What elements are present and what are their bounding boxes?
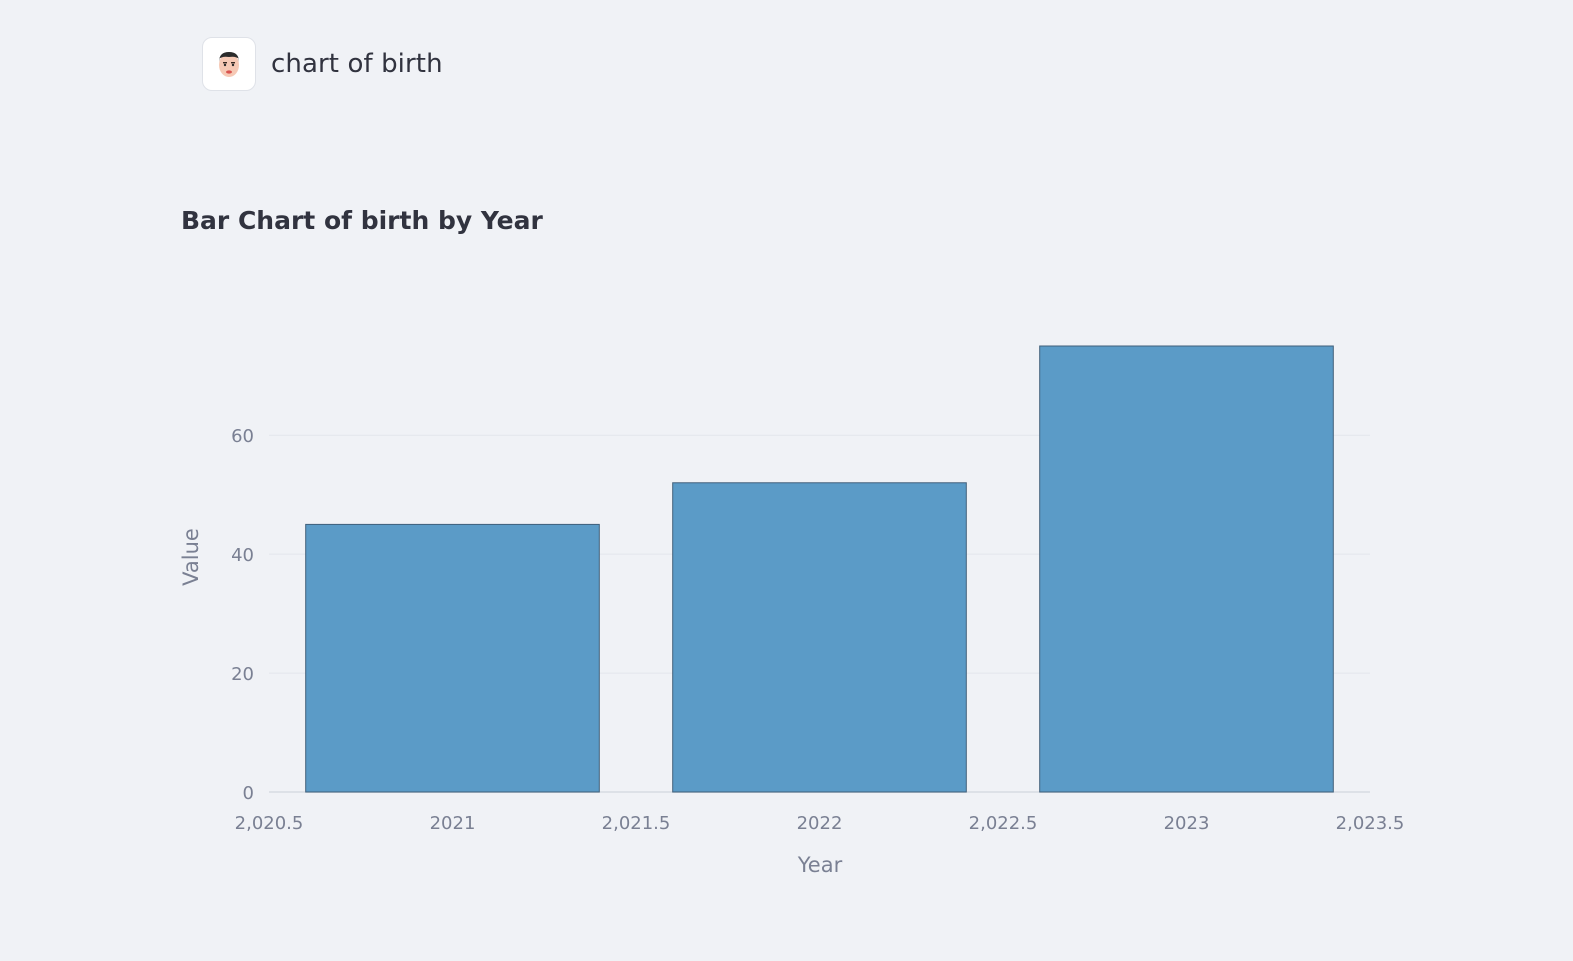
app-title: chart of birth [271,49,443,79]
x-tick-label: 2,022.5 [969,813,1038,834]
y-tick-label: 60 [231,426,254,447]
x-tick-label: 2021 [430,813,476,834]
x-tick-label: 2,021.5 [602,813,671,834]
avatar [202,37,256,91]
x-axis-label: Year [797,853,843,877]
chart-title: Bar Chart of birth by Year [181,206,543,235]
app-header: chart of birth [202,36,443,92]
x-tick-label: 2,023.5 [1336,813,1405,834]
bar-2021 [305,523,600,793]
y-tick-label: 20 [231,664,254,685]
y-tick-label: 40 [231,545,254,566]
y-axis-label: Value [179,528,203,586]
chart-bars [305,345,1334,793]
bar-2023 [1039,345,1334,793]
man-face-emoji-icon [219,52,239,77]
x-tick-label: 2022 [797,813,843,834]
x-tick-label: 2,020.5 [235,813,304,834]
bar-2022 [672,482,967,793]
chart-axes: 0 20 40 60 2,020.5 2021 2,021.5 2022 2,022.5 2023… [231,426,1404,834]
x-tick-label: 2023 [1164,813,1210,834]
y-tick-label: 0 [243,783,254,804]
